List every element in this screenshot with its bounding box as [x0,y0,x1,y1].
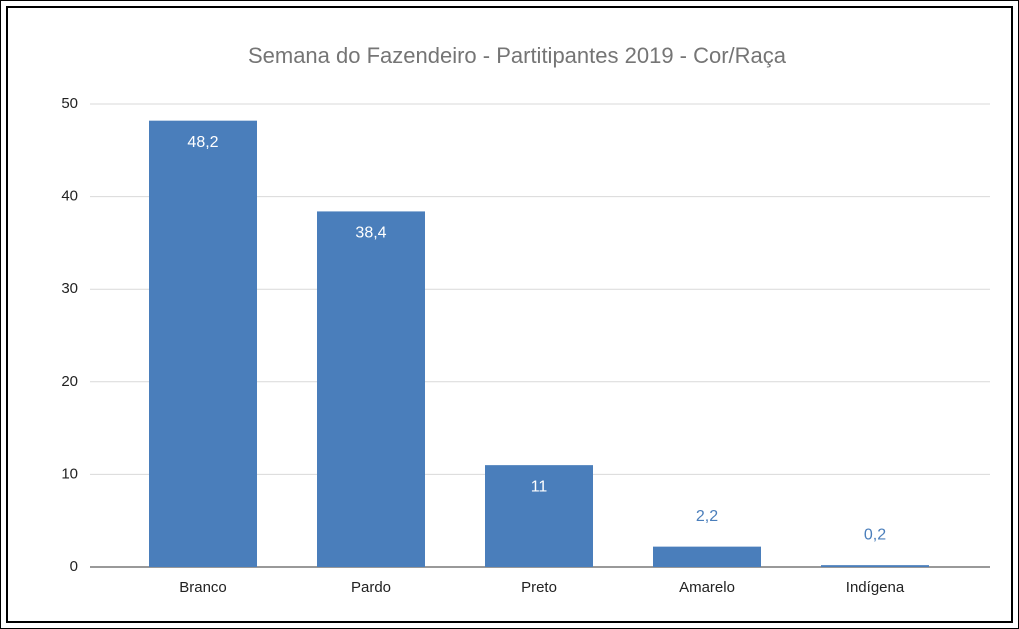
bar [485,465,593,567]
y-tick-label: 50 [61,95,78,112]
bar [653,546,761,567]
y-tick-label: 20 [61,373,78,390]
bar [821,565,929,567]
x-tick-label: Branco [179,579,227,596]
y-tick-label: 10 [61,465,78,482]
y-tick-label: 40 [61,188,78,205]
x-tick-label: Amarelo [679,579,735,596]
y-tick-label: 30 [61,280,78,297]
chart-title: Semana do Fazendeiro - Partitipantes 201… [248,43,787,68]
data-label: 2,2 [696,508,718,525]
x-tick-label: Pardo [351,579,391,596]
x-tick-label: Indígena [846,579,905,596]
data-label: 38,4 [355,225,386,242]
data-label: 11 [531,478,548,495]
bar [317,211,425,567]
bar [149,120,257,567]
x-tick-label: Preto [521,579,557,596]
data-label: 0,2 [864,526,886,543]
y-tick-label: 0 [70,558,78,575]
data-label: 48,2 [187,134,218,151]
inner-frame [6,6,1013,623]
